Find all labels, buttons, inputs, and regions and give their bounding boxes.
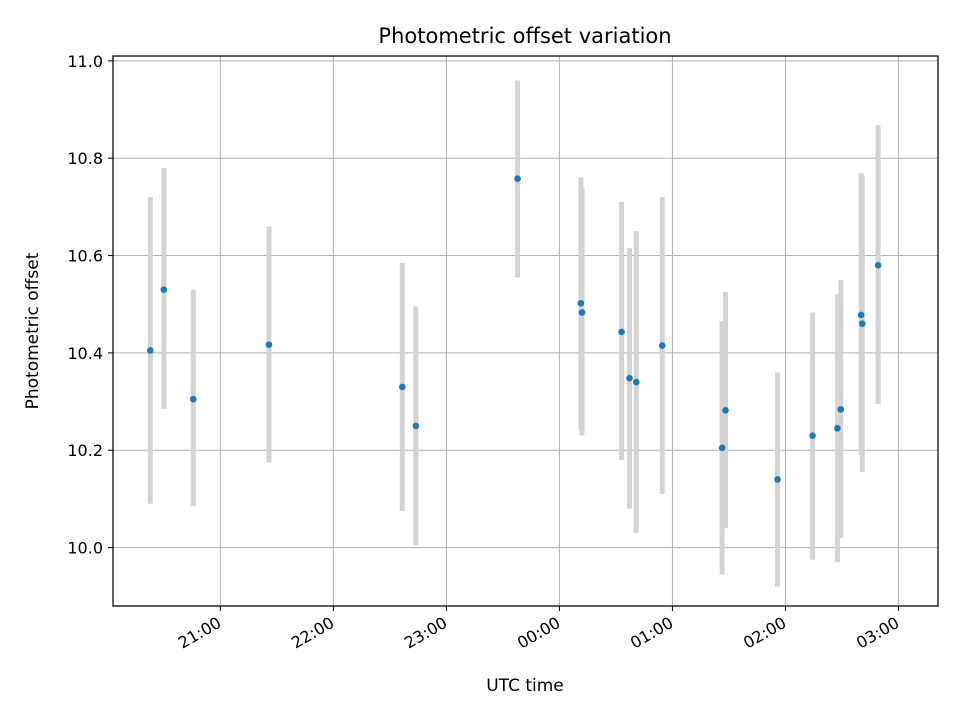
y-tick-label: 10.0 xyxy=(67,539,103,558)
x-tick-label: 02:00 xyxy=(740,613,789,653)
y-tick-label: 10.6 xyxy=(67,247,103,266)
x-tick-label: 21:00 xyxy=(175,613,224,653)
data-point xyxy=(160,286,168,293)
data-point xyxy=(874,261,882,269)
data-point xyxy=(632,378,640,386)
data-point xyxy=(399,383,406,391)
y-tick-label: 11.0 xyxy=(67,52,103,71)
data-point xyxy=(834,425,841,432)
data-point xyxy=(626,374,633,382)
data-point xyxy=(146,347,154,354)
data-point xyxy=(857,311,865,319)
x-axis-ticks: 21:00 22:00 23:00 00:00 01:00 02:00 03:00 xyxy=(175,606,902,653)
data-point xyxy=(189,395,197,403)
data-point xyxy=(722,407,729,414)
data-point xyxy=(412,422,420,430)
x-tick-label: 23:00 xyxy=(401,613,450,653)
x-tick-label: 22:00 xyxy=(288,613,337,653)
x-tick-label: 00:00 xyxy=(514,613,563,653)
y-tick-label: 10.8 xyxy=(67,149,103,168)
data-point xyxy=(578,309,586,316)
x-axis-label: UTC time xyxy=(486,676,564,696)
x-tick-label: 03:00 xyxy=(853,613,902,653)
x-tick-label: 01:00 xyxy=(627,613,676,653)
data-point xyxy=(618,328,625,336)
data-point xyxy=(858,320,866,327)
plot-frame xyxy=(112,55,939,607)
data-point xyxy=(658,342,666,349)
grid xyxy=(113,56,938,606)
chart-title: Photometric offset variation xyxy=(378,24,671,48)
y-tick-label: 10.4 xyxy=(67,344,103,363)
data-point xyxy=(577,299,585,307)
data-point xyxy=(265,341,273,348)
data-point xyxy=(837,406,845,413)
y-tick-label: 10.2 xyxy=(67,441,103,460)
data-point xyxy=(774,476,781,483)
data-points xyxy=(146,175,882,483)
data-point xyxy=(514,175,521,182)
data-point xyxy=(718,444,726,452)
y-axis-ticks: 10.0 10.2 10.4 10.6 10.8 11.0 xyxy=(67,52,113,558)
data-point xyxy=(809,432,816,439)
y-axis-label: Photometric offset xyxy=(23,252,43,409)
error-bars xyxy=(147,80,881,587)
